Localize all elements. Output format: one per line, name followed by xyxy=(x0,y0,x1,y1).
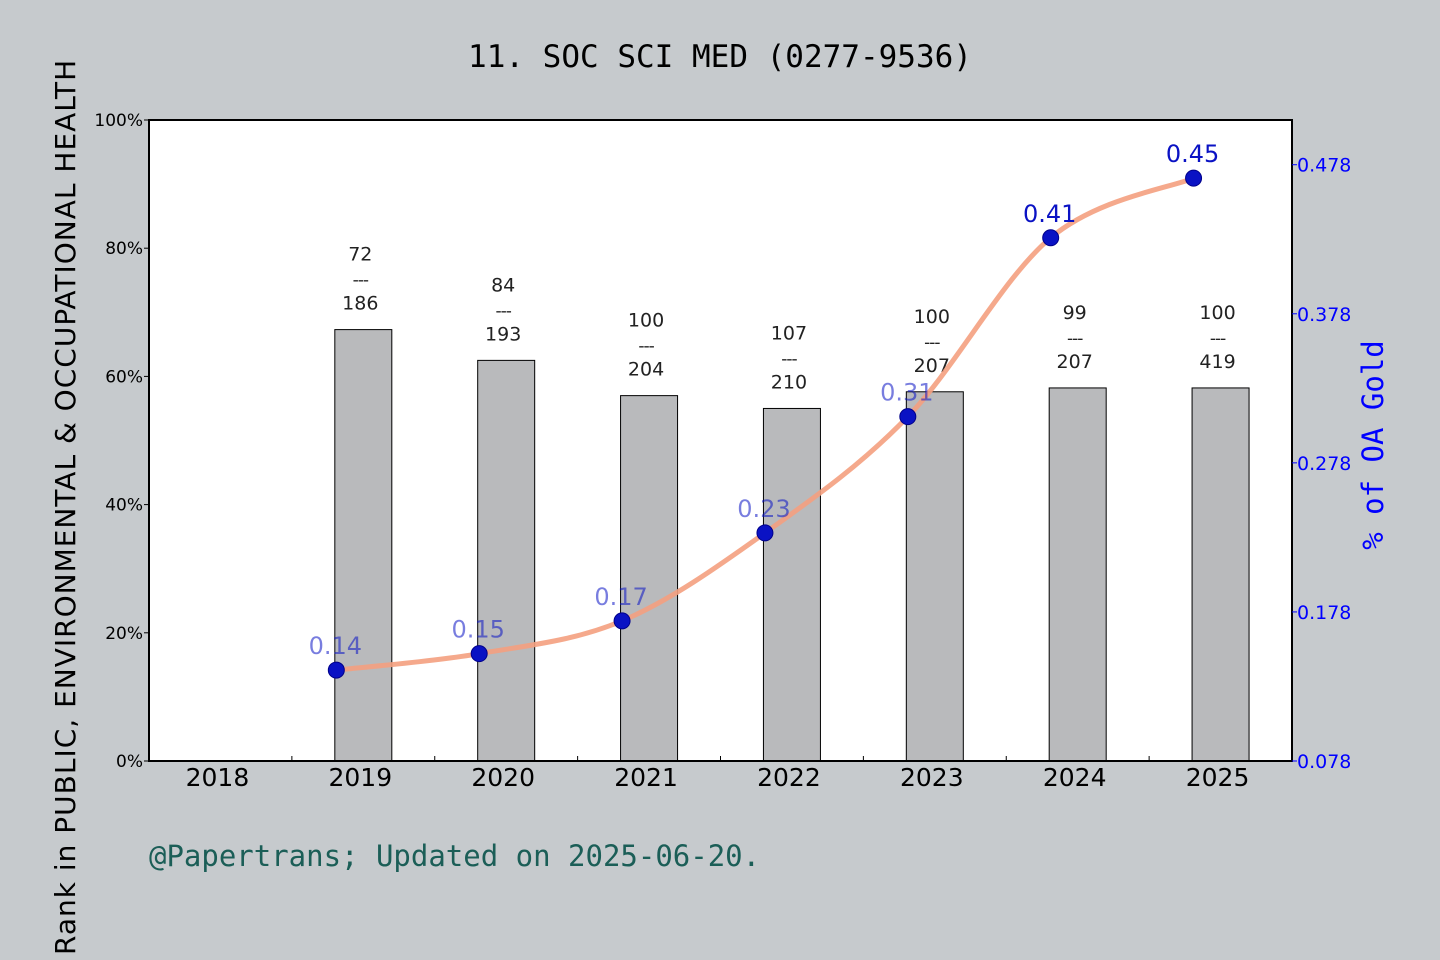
bar-label-rank-2023: 100 xyxy=(914,306,950,328)
bar-label-rank-2019: 72 xyxy=(348,244,372,266)
oa-gold-label-2024: 0.41 xyxy=(1023,200,1076,228)
oa-gold-label-2019: 0.14 xyxy=(309,632,362,660)
left-tick-label-20%: 20% xyxy=(105,624,143,644)
bar-label-rank-2024: 99 xyxy=(1063,302,1087,324)
bar-label-rank-2021: 100 xyxy=(628,310,664,332)
footer-note: @Papertrans; Updated on 2025-06-20. xyxy=(149,839,760,873)
left-tick-label-80%: 80% xyxy=(105,239,143,259)
bar-label-sep-2019: --- xyxy=(353,271,369,291)
bar-label-total-2022: 210 xyxy=(771,371,807,393)
right-tick-label-0.178: 0.178 xyxy=(1297,602,1351,624)
oa-gold-point-2021 xyxy=(613,612,631,630)
x-tick-label-2025: 2025 xyxy=(1186,763,1250,792)
bar-label-total-2023: 207 xyxy=(914,355,950,377)
x-tick-label-2023: 2023 xyxy=(900,763,964,792)
bar-label-sep-2025: --- xyxy=(1210,329,1226,349)
oa-gold-label-2023: 0.31 xyxy=(880,379,933,407)
bar-label-total-2021: 204 xyxy=(628,359,664,381)
oa-gold-label-2025: 0.45 xyxy=(1166,140,1219,168)
bar-label-rank-2020: 84 xyxy=(491,274,515,296)
oa-gold-point-2023 xyxy=(899,408,917,426)
oa-gold-label-2021: 0.17 xyxy=(594,583,647,611)
right-tick-label-0.078: 0.078 xyxy=(1297,751,1351,773)
right-tick-label-0.378: 0.378 xyxy=(1297,304,1351,326)
bar-2025 xyxy=(1191,387,1250,762)
x-tick-label-2022: 2022 xyxy=(757,763,821,792)
bar-label-sep-2023: --- xyxy=(924,333,940,353)
left-tick-label-60%: 60% xyxy=(105,367,143,387)
left-tick-label-100%: 100% xyxy=(94,111,143,131)
left-tick-label-40%: 40% xyxy=(105,496,143,516)
left-axis-label: Rank in PUBLIC, ENVIRONMENTAL & OCCUPATI… xyxy=(49,59,82,955)
bar-2023 xyxy=(905,391,964,762)
right-tick-label-0.278: 0.278 xyxy=(1297,453,1351,475)
bar-label-total-2020: 193 xyxy=(485,323,521,345)
x-tick-label-2024: 2024 xyxy=(1043,763,1107,792)
bar-label-rank-2025: 100 xyxy=(1199,302,1235,324)
plot-area xyxy=(149,120,1292,761)
oa-gold-point-2024 xyxy=(1042,229,1060,247)
right-axis-label: % of OA Gold xyxy=(1356,340,1390,550)
oa-gold-label-2020: 0.15 xyxy=(451,616,504,644)
bar-2024 xyxy=(1048,387,1107,762)
x-tick-label-2019: 2019 xyxy=(329,763,393,792)
bar-label-sep-2022: --- xyxy=(781,349,797,369)
axes-layer: 0% 20% 40% 60% 80% 100% 0.078 0.178 0.278 0.378 0.… xyxy=(94,111,1351,792)
bar-labels-layer: 72 --- 186 84 --- 193 100 --- 204 107 --- 210 100 ---… xyxy=(342,244,1236,394)
bar-2021 xyxy=(620,395,679,762)
bar-2020 xyxy=(477,359,536,762)
oa-gold-point-2019 xyxy=(327,661,345,679)
line-layer: 0.14 0.15 0.17 0.23 0.31 0.41 0.45 xyxy=(309,140,1219,679)
bar-label-total-2019: 186 xyxy=(342,293,378,315)
bar-label-sep-2024: --- xyxy=(1067,329,1083,349)
oa-gold-point-2025 xyxy=(1185,169,1203,187)
chart-title: 11. SOC SCI MED (0277-9536) xyxy=(468,39,972,75)
x-tick-label-2020: 2020 xyxy=(471,763,535,792)
right-tick-label-0.478: 0.478 xyxy=(1297,155,1351,177)
bar-label-sep-2020: --- xyxy=(495,301,511,321)
oa-gold-point-2020 xyxy=(470,645,488,663)
x-tick-label-2018: 2018 xyxy=(186,763,250,792)
left-tick-label-0%: 0% xyxy=(116,752,143,772)
oa-gold-label-2022: 0.23 xyxy=(737,495,790,523)
bar-label-rank-2022: 107 xyxy=(771,322,807,344)
bar-label-total-2024: 207 xyxy=(1057,351,1093,373)
bars-layer xyxy=(334,329,1250,762)
bar-label-sep-2021: --- xyxy=(638,337,654,357)
bar-label-total-2025: 419 xyxy=(1199,351,1235,373)
x-tick-label-2021: 2021 xyxy=(614,763,678,792)
oa-gold-point-2022 xyxy=(756,524,774,542)
bar-2019 xyxy=(334,329,393,762)
bar-2022 xyxy=(762,407,821,762)
